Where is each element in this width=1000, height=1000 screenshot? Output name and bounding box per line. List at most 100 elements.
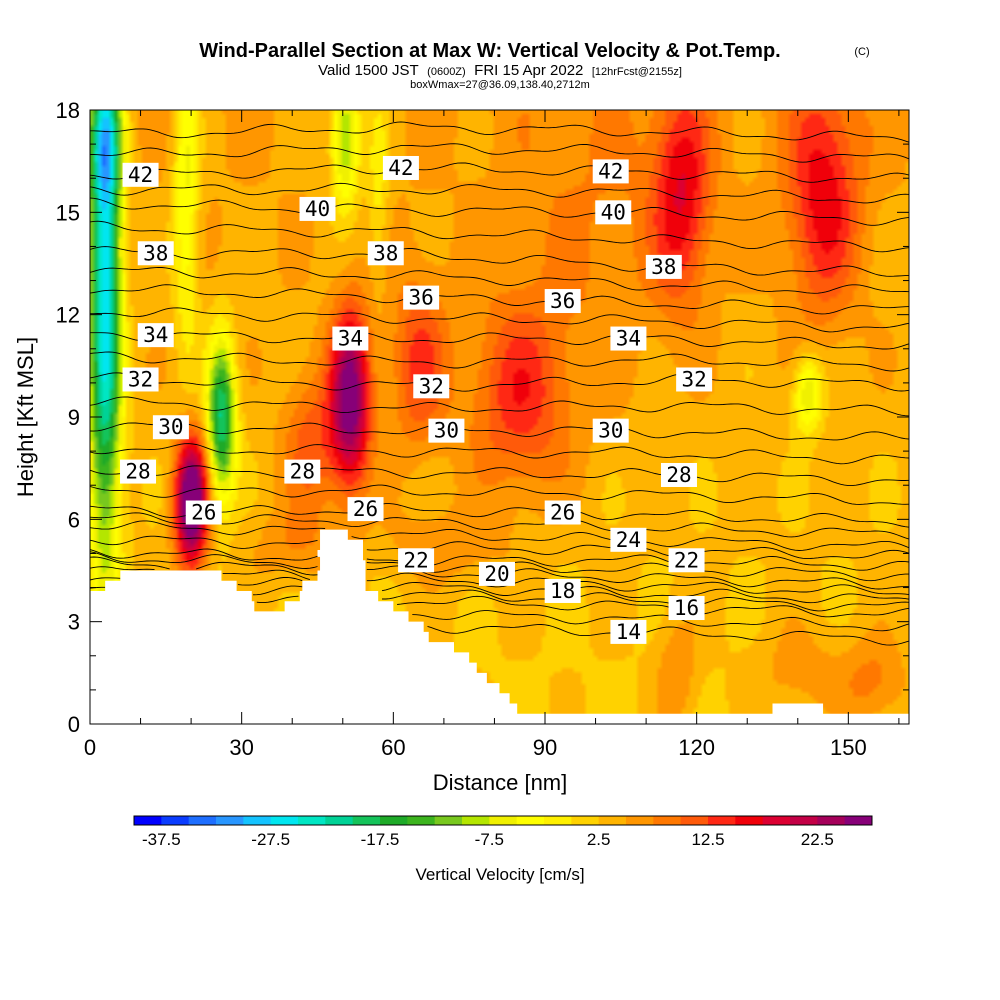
contour-label: 28 (666, 463, 691, 487)
theta-contour-line (90, 551, 909, 582)
terrain-mask (90, 529, 909, 724)
contour-label: 42 (128, 163, 153, 187)
theta-contour-line (90, 548, 909, 571)
contour-label-box (284, 459, 321, 484)
contour-label: 36 (550, 289, 575, 313)
colorbar-swatch (817, 816, 846, 825)
theta-contour-line (90, 422, 909, 441)
theta-contour-line (90, 512, 909, 540)
contour-label-box (595, 200, 632, 225)
contour-label-box (428, 418, 465, 443)
contour-label: 42 (598, 159, 623, 183)
colorbar-swatch (270, 816, 299, 825)
contour-label-box (382, 155, 419, 180)
contour-label-box (668, 596, 705, 621)
colorbar-tick-label: -27.5 (251, 830, 290, 849)
contour-label-box (544, 500, 581, 525)
colorbar-swatch (571, 816, 600, 825)
theta-contour-line (90, 182, 909, 204)
contour-label: 24 (616, 528, 641, 552)
contour-label: 32 (128, 367, 153, 391)
contour-label: 28 (125, 460, 150, 484)
contour-label: 30 (434, 419, 459, 443)
theta-contour-line (90, 162, 909, 183)
theta-contour-line (90, 197, 909, 226)
copyright-mark: (C) (854, 46, 869, 58)
theta-contour-line (90, 220, 909, 253)
contour-label-box (347, 497, 384, 522)
colorbar-swatch (462, 816, 490, 825)
colorbar-swatch (844, 816, 873, 825)
contour-label: 26 (191, 501, 216, 525)
x-tick-label: 120 (678, 735, 715, 760)
y-tick-label: 9 (68, 405, 80, 430)
contour-label: 34 (338, 327, 363, 351)
contour-label-box (478, 561, 515, 586)
theta-contour-line (90, 576, 909, 604)
x-tick-label: 0 (84, 735, 96, 760)
contour-label: 22 (403, 548, 428, 572)
contour-label-box (403, 285, 440, 310)
x-tick-label: 90 (533, 735, 557, 760)
colorbar-swatch (626, 816, 654, 825)
contour-label-box (152, 415, 189, 440)
colorbar-tick-label: -7.5 (475, 830, 504, 849)
contour-label: 40 (305, 197, 330, 221)
contour-label: 16 (674, 596, 699, 620)
y-tick-label: 15 (56, 200, 80, 225)
theta-contour-line (256, 595, 909, 618)
theta-contour-line (90, 566, 909, 596)
contour-label-box (544, 289, 581, 314)
contour-label: 38 (373, 241, 398, 265)
theta-contour-line (90, 484, 909, 505)
forecast-info: [12hrFcst@2155z] (592, 66, 682, 78)
colorbar-swatch (134, 816, 162, 825)
colorbar-frame (133, 815, 873, 826)
colorbar-tick-label: 2.5 (587, 830, 611, 849)
colorbar-swatch (188, 816, 217, 825)
y-tick-label: 18 (56, 98, 80, 123)
contour-label: 32 (419, 374, 444, 398)
theta-contour-line (90, 443, 909, 465)
colorbar-tick-label: 22.5 (801, 830, 834, 849)
contour-label-box (137, 323, 174, 348)
colorbar-swatch (407, 816, 436, 825)
colorbar-swatch (380, 816, 408, 825)
valid-time-line: Valid 1500 JST (0600Z) FRI 15 Apr 2022 [… (318, 62, 682, 79)
theta-contour-line (90, 331, 909, 350)
contour-label: 42 (388, 156, 413, 180)
colorbar-swatch (516, 816, 545, 825)
chart-title: Wind-Parallel Section at Max W: Vertical… (199, 40, 780, 62)
contour-label: 38 (143, 241, 168, 265)
contour-label: 32 (681, 367, 706, 391)
contour-label: 30 (598, 419, 623, 443)
y-tick-label: 12 (56, 303, 80, 328)
theta-contour-line (90, 246, 909, 277)
contour-label-box (332, 326, 369, 351)
valid-utc: (0600Z) (427, 66, 466, 78)
colorbar-swatch (653, 816, 682, 825)
x-axis: 0 30 60 90 120 150 (84, 110, 900, 760)
colorbar-swatch (680, 816, 709, 825)
contour-label-box (413, 374, 450, 399)
y-tick-label: 3 (68, 610, 80, 635)
theta-contour-line (412, 610, 909, 632)
colorbar (133, 815, 873, 826)
colorbar-swatch (216, 816, 244, 825)
colorbar-swatch (161, 816, 190, 825)
colorbar-swatch (325, 816, 354, 825)
contour-label: 40 (601, 200, 626, 224)
contour-label-box (185, 500, 222, 525)
theta-contours (90, 121, 909, 646)
theta-contour-line (90, 307, 909, 333)
colorbar-swatch (544, 816, 572, 825)
contour-label-box (610, 326, 647, 351)
theta-contour-line (90, 556, 909, 590)
contour-label: 22 (674, 548, 699, 572)
contour-label-box (660, 462, 697, 487)
colorbar-swatch (243, 816, 272, 825)
contour-label-box (299, 196, 336, 221)
colorbar-swatch (790, 816, 818, 825)
